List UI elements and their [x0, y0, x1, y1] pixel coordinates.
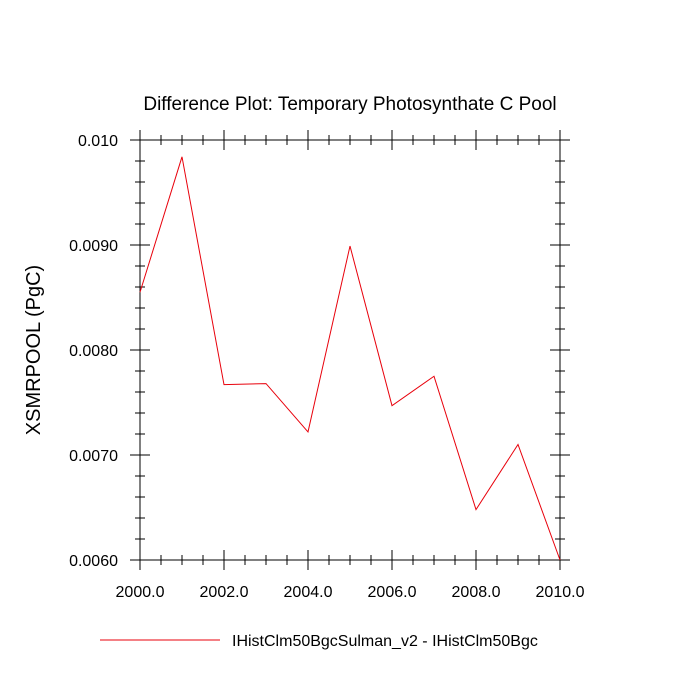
x-tick-label: 2004.0 [284, 584, 333, 601]
axis-ticks [130, 130, 570, 570]
tick-labels: 2000.0 2002.0 2004.0 2006.0 2008.0 2010.0 0.00… [69, 133, 585, 601]
y-tick-label: 0.0080 [69, 343, 118, 360]
y-tick-label: 0.0090 [69, 238, 118, 255]
x-tick-label: 2006.0 [368, 584, 417, 601]
x-tick-label: 2010.0 [536, 584, 585, 601]
x-tick-label: 2000.0 [116, 584, 165, 601]
y-tick-label: 0.010 [78, 133, 118, 150]
x-tick-label: 2008.0 [452, 584, 501, 601]
series-group [139, 156, 561, 561]
series-line [139, 156, 561, 561]
legend: IHistClm50BgcSulman_v2 - IHistClm50Bgc [100, 633, 538, 650]
y-tick-label: 0.0060 [69, 553, 118, 570]
legend-label: IHistClm50BgcSulman_v2 - IHistClm50Bgc [232, 633, 538, 650]
y-axis-label: XSMRPOOL (PgC) [23, 265, 45, 435]
y-tick-label: 0.0070 [69, 448, 118, 465]
plot-frame [139, 139, 561, 561]
chart-title: Difference Plot: Temporary Photosynthate… [143, 94, 556, 115]
x-tick-label: 2002.0 [200, 584, 249, 601]
